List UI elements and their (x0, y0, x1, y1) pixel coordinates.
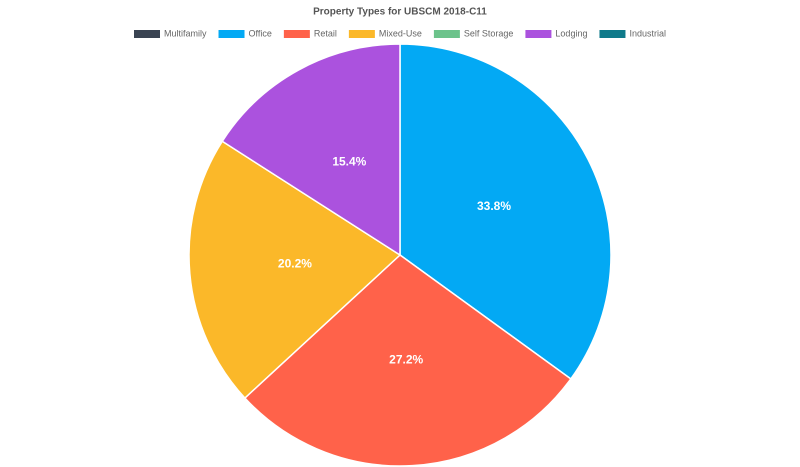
legend-item[interactable]: Office (218, 28, 272, 38)
slice-label: 15.4% (332, 155, 366, 169)
legend-label: Mixed-Use (379, 28, 422, 38)
pie-slice (221, 43, 401, 257)
legend-label: Industrial (629, 28, 666, 38)
legend-swatch (134, 30, 160, 38)
legend-swatch (525, 30, 552, 38)
legend-label: Self Storage (464, 28, 514, 38)
legend-item[interactable]: Industrial (599, 28, 666, 38)
slice-label: 27.2% (389, 352, 423, 366)
chart-title: Property Types for UBSCM 2018-C11 (313, 7, 487, 18)
legend-item[interactable]: Retail (283, 28, 337, 38)
pie-slice (188, 140, 402, 400)
legend-item[interactable]: Lodging (525, 28, 587, 38)
legend-swatch (218, 30, 245, 38)
legend-item[interactable]: Self Storage (433, 28, 514, 38)
slice-label: 33.8% (477, 199, 511, 213)
legend-swatch (599, 30, 626, 38)
pie-slice (399, 43, 612, 380)
slice-label: 20.2% (278, 256, 312, 270)
legend-item[interactable]: Mixed-Use (348, 28, 422, 38)
legend-label: Multifamily (164, 28, 207, 38)
legend-label: Lodging (555, 28, 587, 38)
legend-swatch (283, 30, 310, 38)
legend-label: Office (249, 28, 272, 38)
legend-item[interactable]: Multifamily (134, 28, 207, 38)
legend-label: Retail (314, 28, 337, 38)
pie-slice (243, 254, 572, 467)
legend-swatch (433, 30, 460, 38)
pie: 33.8% 27.2% 20.2% 15.4% (188, 43, 612, 467)
legend-swatch (348, 30, 375, 38)
legend: Multifamily Office Retail Mixed-Use Self Sto… (134, 28, 666, 38)
